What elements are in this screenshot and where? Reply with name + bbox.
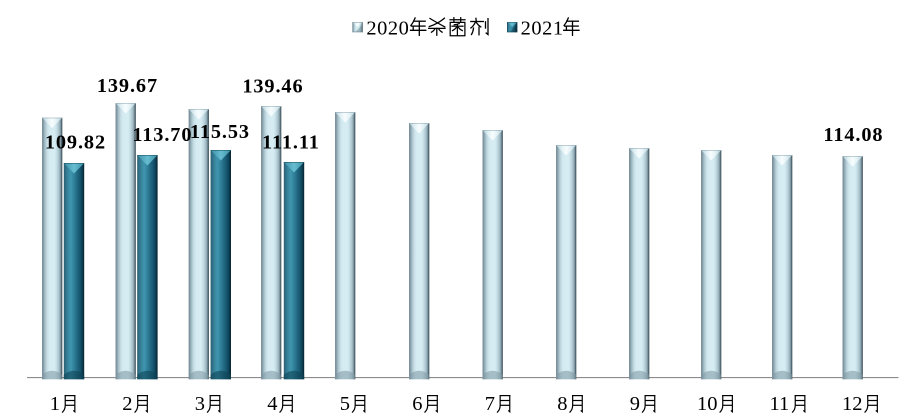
svg-text:5: 5: [340, 393, 350, 415]
svg-text:9: 9: [630, 393, 640, 415]
svg-text:2020: 2020: [366, 17, 409, 39]
svg-text:3: 3: [195, 393, 205, 415]
svg-text:115.53: 115.53: [190, 121, 250, 143]
svg-text:4: 4: [267, 393, 277, 415]
svg-text:1: 1: [50, 393, 60, 415]
svg-text:114.08: 114.08: [823, 124, 883, 146]
svg-text:113.70: 113.70: [132, 124, 192, 146]
svg-text:11: 11: [770, 393, 790, 415]
svg-text:7: 7: [485, 393, 495, 415]
svg-text:111.11: 111.11: [262, 132, 320, 154]
svg-text:12: 12: [842, 393, 863, 415]
svg-text:2: 2: [122, 393, 132, 415]
svg-text:10: 10: [697, 393, 718, 415]
svg-text:8: 8: [557, 393, 567, 415]
svg-text:6: 6: [412, 393, 422, 415]
svg-text:109.82: 109.82: [45, 132, 106, 154]
svg-text:139.46: 139.46: [242, 76, 303, 98]
svg-text:139.67: 139.67: [97, 75, 158, 97]
svg-text:2021: 2021: [521, 17, 564, 39]
